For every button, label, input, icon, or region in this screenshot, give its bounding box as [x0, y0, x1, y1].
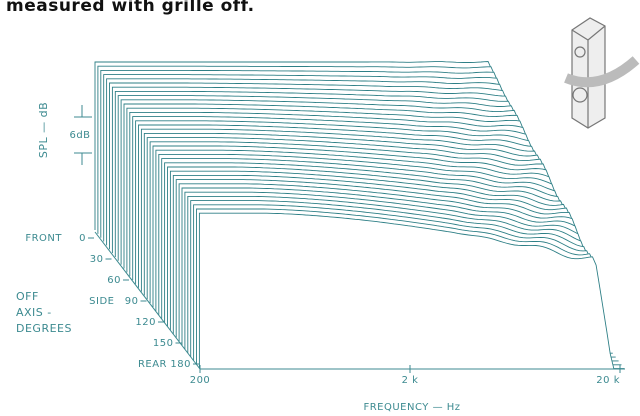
x-tick-label: 200: [190, 375, 211, 386]
x-axis-label: FREQUENCY — Hz: [363, 402, 460, 413]
depth-axis: [94, 231, 201, 370]
trace: [117, 95, 544, 262]
trace: [167, 166, 593, 327]
trace: [190, 200, 616, 358]
trace: [140, 128, 567, 293]
trace: [164, 162, 590, 323]
depth-tick-label: 30: [90, 254, 104, 265]
depth-tick-label: 180: [170, 359, 191, 370]
depth-tick-label: 0: [79, 233, 86, 244]
trace: [126, 107, 552, 273]
trace: [172, 174, 599, 335]
caption: measured with grille off.: [6, 0, 255, 16]
trace: [120, 99, 547, 266]
trace: [152, 145, 578, 308]
x-tick-label: 20 k: [596, 375, 620, 386]
trace: [94, 61, 521, 231]
trace: [100, 69, 527, 238]
trace: [146, 137, 573, 300]
scale-bracket: [74, 105, 92, 165]
x-tick-label: 2 k: [402, 375, 419, 386]
trace: [169, 170, 596, 331]
scale-label: 6dB: [69, 130, 90, 141]
trace-fill: [199, 213, 625, 369]
trace: [123, 103, 549, 269]
trace: [161, 158, 587, 320]
trace: [135, 120, 561, 285]
trace: [193, 204, 619, 362]
trace: [184, 191, 610, 350]
trace: [111, 86, 538, 254]
trace: [138, 124, 564, 289]
trace: [132, 116, 558, 281]
depth-title: DEGREES: [16, 322, 72, 335]
waterfall: [94, 61, 625, 370]
trace: [178, 183, 605, 343]
depth-title: AXIS -: [16, 306, 52, 319]
depth-tick-prefix: SIDE: [89, 296, 114, 307]
trace: [114, 90, 541, 258]
trace: [149, 141, 576, 304]
trace: [106, 78, 533, 246]
depth-tick-label: 90: [125, 296, 139, 307]
trace: [196, 208, 622, 366]
trace: [158, 153, 584, 316]
trace: [103, 74, 530, 242]
trace: [187, 195, 613, 354]
trace: [175, 179, 602, 339]
speaker-icon: [564, 17, 640, 129]
depth-tick-label: 60: [107, 275, 121, 286]
depth-tick-prefix: REAR: [138, 359, 167, 370]
depth-title: OFF: [16, 290, 39, 303]
trace: [109, 82, 535, 250]
trace: [129, 111, 555, 277]
depth-tick-prefix: FRONT: [25, 233, 62, 244]
trace: [97, 65, 524, 234]
trace: [198, 212, 625, 370]
y-axis-label: SPL — dB: [37, 102, 50, 158]
depth-tick-label: 120: [135, 317, 156, 328]
trace: [143, 132, 570, 296]
depth-tick-label: 150: [153, 338, 174, 349]
trace: [155, 149, 581, 312]
trace: [181, 187, 607, 346]
